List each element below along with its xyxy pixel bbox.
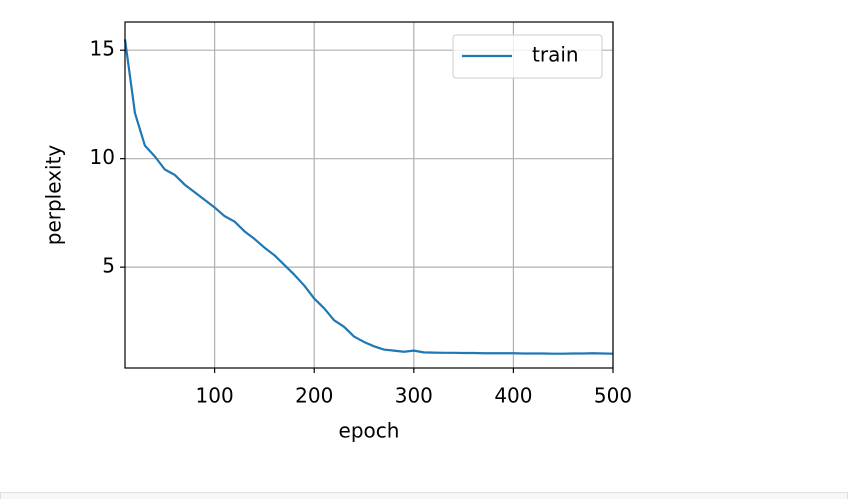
y-tick-label: 15 — [90, 37, 115, 61]
legend-label: train — [532, 43, 579, 67]
x-tick-label: 100 — [196, 384, 234, 408]
y-tick-label: 10 — [90, 145, 115, 169]
line — [123, 39, 614, 355]
x-tick-label: 200 — [295, 384, 333, 408]
x-axis-label: epoch — [339, 419, 400, 443]
output-border — [0, 492, 848, 503]
y-axis-label: perplexity — [42, 145, 66, 246]
y-tick-label: 5 — [102, 254, 115, 278]
x-tick-label: 500 — [594, 384, 632, 408]
x-tick-label: 400 — [494, 384, 532, 408]
axes-frame — [124, 21, 614, 369]
x-tick-label: 300 — [395, 384, 433, 408]
legend-box — [452, 34, 603, 79]
